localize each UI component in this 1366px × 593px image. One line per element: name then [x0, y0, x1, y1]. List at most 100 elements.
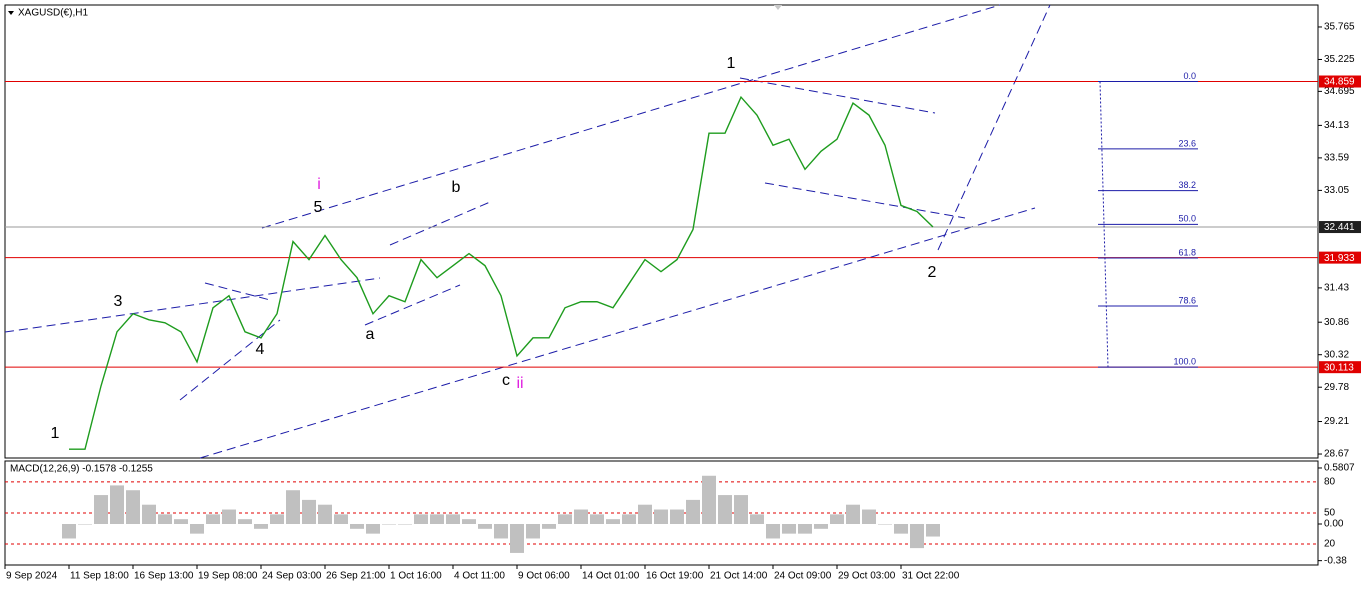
- histogram-bar: [254, 523, 268, 529]
- histogram-bar: [702, 475, 716, 524]
- histogram-bar: [830, 514, 844, 524]
- x-tick-label: 29 Oct 03:00: [838, 571, 896, 582]
- price-label-box: [1319, 361, 1361, 374]
- menu-arrow[interactable]: [8, 11, 14, 15]
- trend-line: [261, 4, 1001, 229]
- wave-label: 4: [256, 341, 265, 358]
- fib-label: 78.6: [1178, 295, 1196, 305]
- price-label: 34.859: [1324, 77, 1355, 88]
- histogram-bar: [94, 495, 108, 524]
- x-tick-label: 24 Oct 09:00: [774, 571, 832, 582]
- histogram-bar: [318, 504, 332, 524]
- histogram-bar: [894, 523, 908, 534]
- price-line: [69, 95, 934, 450]
- histogram-bar: [574, 509, 588, 524]
- histogram-bar: [862, 509, 876, 524]
- histogram-bar: [526, 523, 540, 539]
- y-tick-label: 30.86: [1324, 317, 1349, 328]
- histogram-bar: [190, 523, 204, 534]
- histogram-bar: [270, 514, 284, 524]
- histogram-bar: [670, 509, 684, 524]
- oscillator-level-label: 20: [1324, 539, 1336, 550]
- histogram-bar: [622, 514, 636, 524]
- histogram-bar: [158, 514, 172, 524]
- histogram-bar: [766, 523, 780, 539]
- x-tick-label: 31 Oct 22:00: [902, 571, 960, 582]
- trend-line: [199, 207, 1036, 459]
- y-tick-label: 31.43: [1324, 283, 1349, 294]
- trend-line: [739, 77, 936, 114]
- price-label-box: [1319, 221, 1361, 234]
- wave-label: 3: [114, 293, 123, 310]
- trend-line: [4, 277, 381, 333]
- price-label: 30.113: [1324, 362, 1354, 373]
- histogram-bar: [734, 495, 748, 524]
- x-tick-label: 26 Sep 21:00: [326, 571, 386, 582]
- histogram-bar: [110, 485, 124, 524]
- x-tick-label: 9 Oct 06:00: [518, 571, 570, 582]
- histogram-bar: [350, 523, 364, 529]
- wave-label: 5: [314, 199, 323, 216]
- histogram-bar: [654, 509, 668, 524]
- histogram-bar: [846, 504, 860, 524]
- histogram-bar: [62, 523, 76, 539]
- y-tick-label: 35.765: [1324, 22, 1355, 33]
- x-tick-label: 9 Sep 2024: [6, 571, 58, 582]
- wave-label: b: [452, 179, 461, 196]
- macd-title: MACD(12,26,9) -0.1578 -0.1255: [10, 464, 153, 475]
- x-tick-label: 4 Oct 11:00: [454, 571, 505, 582]
- oscillator-level-label: 80: [1324, 477, 1336, 488]
- trend-lines: [4, 4, 1051, 459]
- fib-label: 50.0: [1178, 214, 1196, 224]
- histogram-bar: [814, 523, 828, 529]
- fib-label: 38.2: [1178, 180, 1196, 190]
- price-label-box: [1319, 75, 1361, 88]
- histogram-bar: [510, 523, 524, 553]
- histogram-bar: [798, 523, 812, 534]
- histogram-bar: [430, 514, 444, 524]
- histogram-bar: [126, 490, 140, 524]
- histogram-bar: [334, 514, 348, 524]
- scroll-marker: [774, 5, 782, 10]
- y-tick-label: 0.5807: [1324, 463, 1355, 474]
- trend-line: [389, 201, 491, 246]
- y-tick-label: 34.695: [1324, 86, 1355, 97]
- histogram-bar: [302, 499, 316, 524]
- histogram-bar: [686, 499, 700, 524]
- histogram-bar: [478, 523, 492, 529]
- wave-label: ii: [516, 375, 523, 392]
- histogram-bar: [462, 519, 476, 524]
- y-tick-label: -0.38: [1324, 555, 1347, 566]
- wave-label: 1: [51, 425, 60, 442]
- wave-label: 1: [727, 55, 736, 72]
- price-label: 32.441: [1324, 222, 1355, 233]
- histogram-bar: [142, 504, 156, 524]
- histogram-bar: [382, 523, 396, 525]
- wave-label: c: [502, 372, 510, 389]
- y-tick-label: 35.225: [1324, 54, 1355, 65]
- histogram-bar: [638, 504, 652, 524]
- main-panel: [4, 4, 1319, 459]
- x-tick-label: 16 Oct 19:00: [646, 571, 704, 582]
- histogram-bar: [910, 523, 924, 549]
- histogram-bar: [494, 523, 508, 539]
- trend-line: [937, 4, 1051, 251]
- histogram-bar: [926, 523, 940, 537]
- fib-label: 23.6: [1178, 138, 1196, 148]
- y-tick-label: 34.13: [1324, 120, 1349, 131]
- histogram-bar: [718, 495, 732, 524]
- trend-line: [204, 282, 271, 301]
- histogram-bar: [878, 523, 892, 525]
- x-tick-label: 14 Oct 01:00: [582, 571, 640, 582]
- wave-label: 2: [928, 264, 937, 281]
- y-tick-label: 0.00: [1324, 519, 1344, 530]
- x-tick-label: 19 Sep 08:00: [198, 571, 258, 582]
- x-tick-label: 1 Oct 16:00: [390, 571, 442, 582]
- fib-label: 100.0: [1173, 357, 1196, 367]
- histogram-bar: [286, 490, 300, 524]
- y-tick-label: 29.21: [1324, 416, 1349, 427]
- histogram-bar: [174, 519, 188, 524]
- x-tick-label: 24 Sep 03:00: [262, 571, 322, 582]
